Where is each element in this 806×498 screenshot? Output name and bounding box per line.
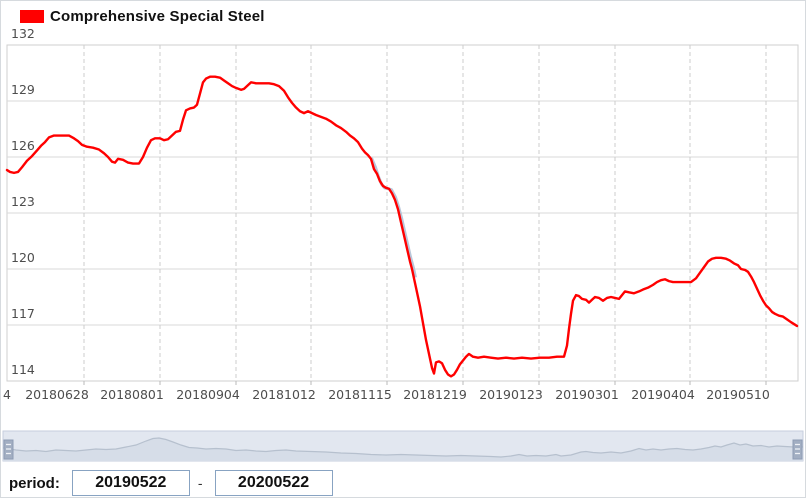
chart-canvas[interactable] <box>1 1 806 465</box>
period-row: period: - <box>1 467 805 497</box>
price-line <box>5 75 799 378</box>
period-label: period: <box>9 474 60 492</box>
legend: Comprehensive Special Steel <box>20 8 265 25</box>
period-end-input[interactable] <box>214 470 333 496</box>
period-start-input[interactable] <box>71 470 190 496</box>
legend-swatch-icon <box>20 10 44 23</box>
navigator-handle-right[interactable] <box>792 439 803 460</box>
navigator-area <box>3 438 803 461</box>
navigator-handle-left[interactable] <box>3 439 14 460</box>
period-separator: - <box>197 475 203 491</box>
navigator-line <box>2 437 803 458</box>
legend-label: Comprehensive Special Steel <box>50 8 265 25</box>
